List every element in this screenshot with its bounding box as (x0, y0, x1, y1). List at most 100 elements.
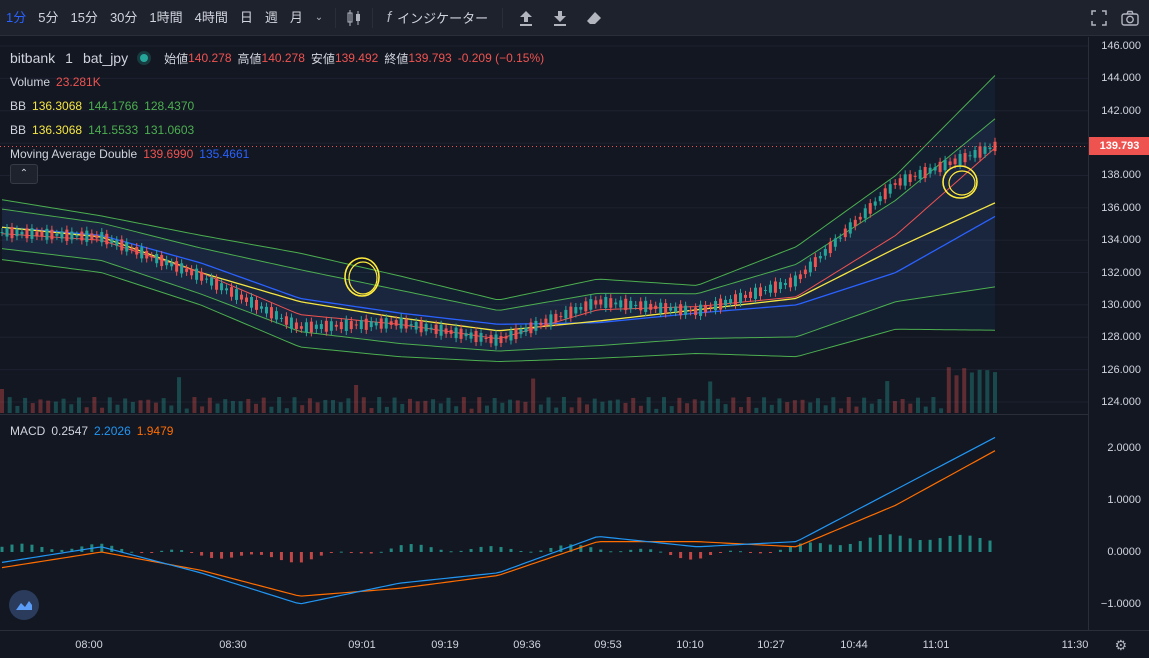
timeframe-5[interactable]: 4時間 (194, 9, 228, 25)
download-icon[interactable] (543, 0, 577, 36)
candle (928, 167, 932, 174)
volume-bar (777, 398, 782, 413)
volume-bar (107, 397, 112, 413)
candle (514, 328, 518, 340)
candle (833, 238, 837, 247)
candle (489, 335, 493, 344)
volume-bar (115, 404, 120, 413)
time-axis[interactable]: ⚙ 08:00 08:30 09:01 09:19 09:36 09:53 10:10 10:… (0, 630, 1149, 658)
timeframe-6[interactable]: 日 (239, 9, 253, 25)
tradingview-logo-button[interactable] (9, 590, 39, 620)
timeframe-3[interactable]: 30分 (109, 9, 138, 25)
volume-bar (269, 406, 274, 413)
volume-label: Volume (10, 75, 51, 89)
macd-hist-bar (878, 535, 882, 552)
candle (309, 321, 313, 333)
upload-icon[interactable] (509, 0, 543, 36)
macd-hist-bar (279, 552, 283, 561)
current-price-label: 139.793 (1089, 137, 1149, 156)
candle (993, 141, 997, 152)
candle (230, 287, 234, 297)
chart-area[interactable] (0, 37, 1088, 630)
pane-separator[interactable] (0, 414, 1149, 415)
toolbar-divider (502, 7, 504, 28)
candle (609, 298, 613, 308)
eraser-icon[interactable] (577, 0, 611, 36)
timeframe-0[interactable]: 1分 (6, 9, 27, 25)
ma-slow-value: 135.4661 (199, 147, 250, 161)
candle (110, 239, 114, 243)
volume-bar (977, 369, 982, 413)
candle (888, 184, 892, 194)
candle (479, 332, 483, 342)
volume-legend[interactable]: Volume 23.281K (10, 70, 544, 94)
candle (404, 319, 408, 329)
exchange-label[interactable]: bitbank (10, 50, 56, 66)
close-value: 139.793 (408, 51, 452, 65)
candle (868, 203, 872, 214)
volume-bar (892, 401, 897, 413)
volume-bar (885, 381, 890, 413)
macd-hist-bar (379, 551, 383, 553)
volume-bar (708, 381, 713, 413)
timeframe-4[interactable]: 1時間 (149, 9, 183, 25)
ma-legend[interactable]: Moving Average Double 139.6990 135.4661 (10, 142, 544, 166)
settings-gear-icon[interactable]: ⚙ (1114, 637, 1127, 653)
fullscreen-icon[interactable] (1091, 0, 1107, 36)
candle (170, 262, 174, 267)
volume-bar (261, 397, 266, 413)
macd-hist-bar (349, 552, 353, 553)
volume-bar (492, 398, 497, 413)
indicators-button[interactable]: f インジケーター (379, 0, 496, 36)
volume-bar (608, 400, 613, 413)
volume-bar (638, 405, 643, 413)
candle (10, 226, 14, 239)
candle (539, 322, 543, 326)
candle (245, 297, 249, 302)
candle (85, 230, 89, 242)
candle (818, 256, 822, 259)
candle (354, 324, 358, 326)
macd-hist-bar (140, 552, 144, 554)
time-tick: 08:30 (219, 639, 247, 651)
candle (125, 242, 129, 252)
price-axis[interactable]: 146.000144.000142.000140.000138.000136.0… (1088, 37, 1149, 630)
collapse-legend-button[interactable]: ⌃ (10, 164, 38, 184)
candle (374, 322, 378, 326)
candle (20, 231, 24, 235)
candle (264, 306, 268, 314)
candle (519, 329, 523, 335)
candle (674, 306, 678, 313)
volume-bar (746, 397, 751, 413)
candle (180, 263, 184, 274)
timeframe-2[interactable]: 15分 (70, 9, 98, 25)
bb2-legend[interactable]: BB 136.3068 141.5533 131.0603 (10, 118, 544, 142)
volume-bar (161, 398, 166, 413)
candle (314, 324, 318, 329)
volume-bar (215, 403, 220, 413)
candle (848, 222, 852, 234)
candle (739, 292, 743, 304)
candle (983, 146, 987, 154)
volume-bar (292, 397, 297, 413)
macd-hist-bar (579, 545, 583, 552)
macd-legend[interactable]: MACD 0.2547 2.2026 1.9479 (10, 424, 173, 438)
chevron-down-icon[interactable]: ⌄ (314, 12, 324, 23)
macd-hist-bar (230, 552, 234, 558)
volume-bar (177, 377, 182, 413)
candle (319, 324, 323, 330)
volume-bar (0, 389, 4, 413)
bb1-legend[interactable]: BB 136.3068 144.1766 128.4370 (10, 94, 544, 118)
bb-outer-fill (2, 75, 995, 362)
timeframe-8[interactable]: 月 (289, 9, 303, 25)
chart-canvas[interactable] (0, 37, 1088, 630)
candle (664, 303, 668, 314)
volume-bar (877, 399, 882, 413)
camera-icon[interactable] (1121, 0, 1139, 36)
time-tick: 09:53 (594, 639, 622, 651)
timeframe-1[interactable]: 5分 (38, 9, 59, 25)
volume-bar (577, 397, 582, 413)
volume-bar (923, 406, 928, 413)
timeframe-7[interactable]: 週 (264, 9, 278, 25)
candlestick-icon[interactable] (342, 0, 366, 36)
